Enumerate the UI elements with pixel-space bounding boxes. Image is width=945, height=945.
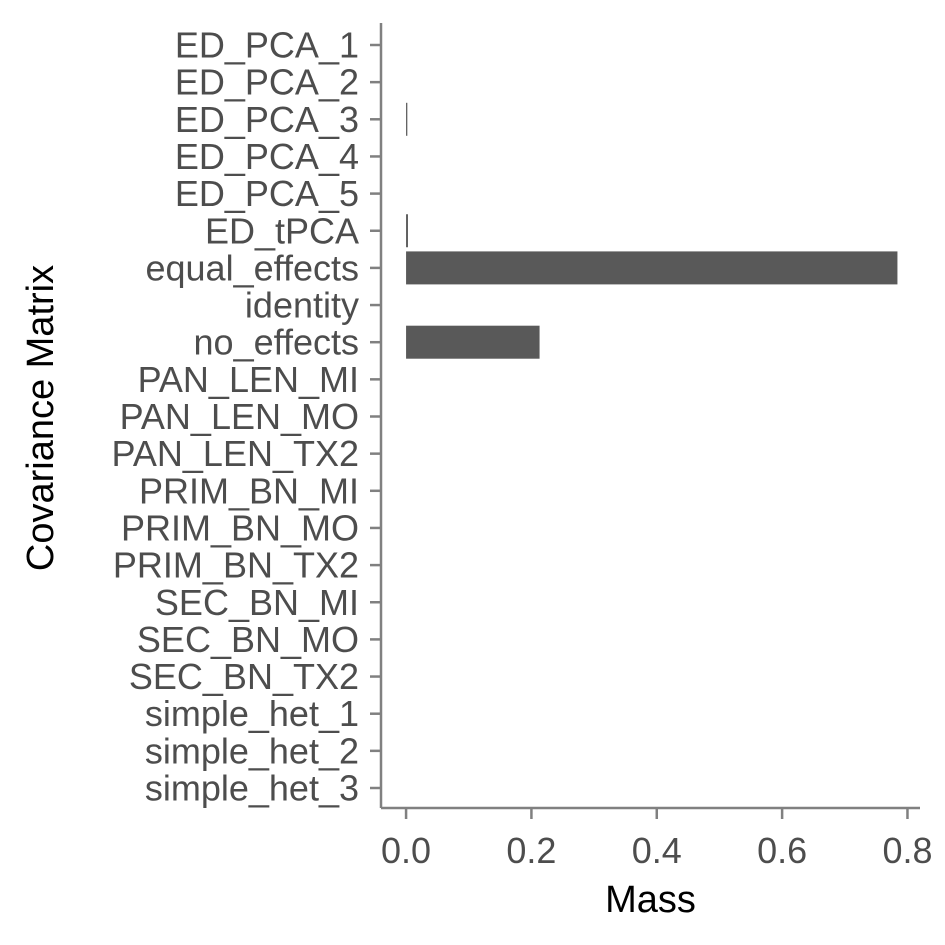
bar-no-effects <box>406 325 540 359</box>
x-tick-label: 0.8 <box>882 830 932 871</box>
x-tick-label: 0.0 <box>381 830 431 871</box>
y-tick-label: PRIM_BN_TX2 <box>113 545 359 586</box>
y-tick-label: identity <box>245 285 359 326</box>
y-axis-title: Covariance Matrix <box>20 265 62 571</box>
bars-group <box>406 102 898 359</box>
y-tick-label: ED_PCA_4 <box>175 136 359 177</box>
y-tick-label: PAN_LEN_TX2 <box>112 433 359 474</box>
y-tick-label: SEC_BN_MO <box>137 619 359 660</box>
y-tick-label: ED_tPCA <box>205 210 359 251</box>
y-tick-label: ED_PCA_2 <box>175 62 359 103</box>
x-tick-label: 0.6 <box>757 830 807 871</box>
y-tick-label: PAN_LEN_MI <box>138 359 359 400</box>
y-tick-label: PAN_LEN_MO <box>120 396 359 437</box>
labels-group: ED_PCA_1ED_PCA_2ED_PCA_3ED_PCA_4ED_PCA_5… <box>112 25 933 872</box>
y-tick-label: SEC_BN_TX2 <box>129 656 359 697</box>
y-tick-label: PRIM_BN_MI <box>139 470 359 511</box>
y-tick-label: simple_het_2 <box>145 730 359 771</box>
bar-ed-pca-3 <box>406 102 408 136</box>
y-tick-label: SEC_BN_MI <box>155 582 359 623</box>
y-tick-label: no_effects <box>194 322 359 363</box>
x-axis-title: Mass <box>605 879 696 921</box>
y-tick-label: equal_effects <box>145 247 359 288</box>
y-tick-label: simple_het_3 <box>145 768 359 809</box>
y-tick-label: PRIM_BN_MO <box>121 507 359 548</box>
y-tick-label: ED_PCA_5 <box>175 173 359 214</box>
x-tick-label: 0.2 <box>506 830 556 871</box>
bar-ed-tpca <box>406 214 408 248</box>
axes-group <box>370 23 920 819</box>
y-tick-label: simple_het_1 <box>145 693 359 734</box>
bar-equal-effects <box>406 251 898 285</box>
y-tick-label: ED_PCA_3 <box>175 99 359 140</box>
y-tick-label: ED_PCA_1 <box>175 25 359 66</box>
x-tick-label: 0.4 <box>632 830 682 871</box>
